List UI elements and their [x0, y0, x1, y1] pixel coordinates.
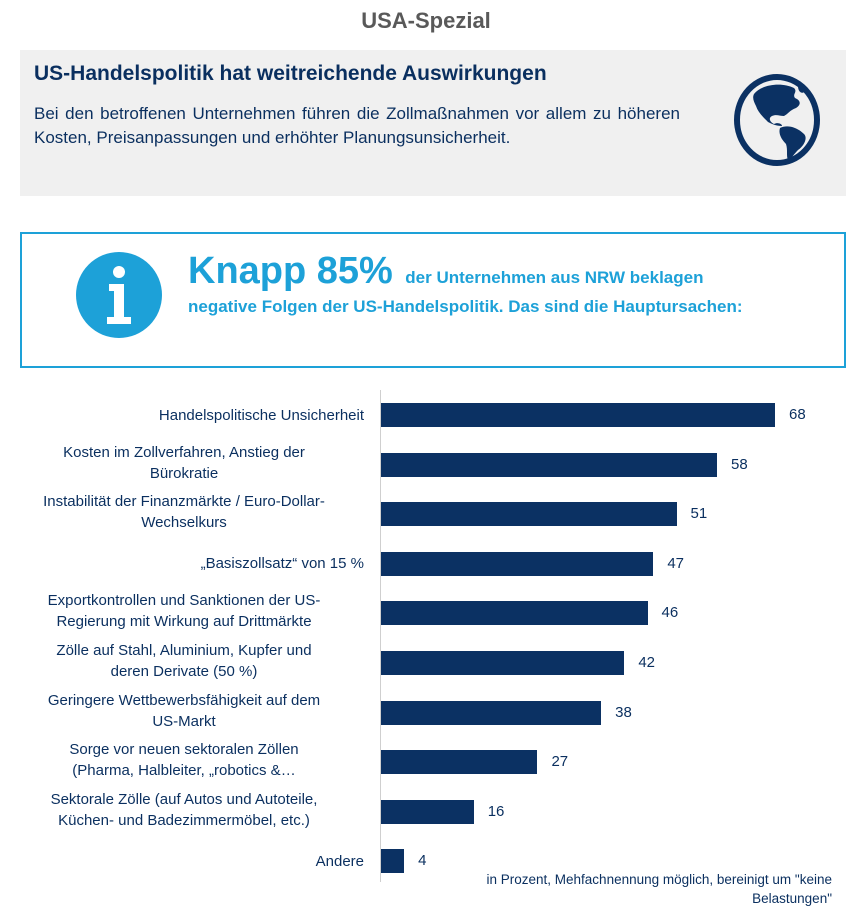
info-box: Knapp 85% der Unternehmen aus NRW beklag…	[20, 232, 846, 368]
bar	[381, 849, 405, 874]
category-label: Kosten im Zollverfahren, Anstieg der Büro…	[4, 442, 364, 484]
summary-heading: US-Handelspolitik hat weitreichende Ausw…	[34, 62, 547, 85]
category-label-line: US-Markt	[152, 712, 216, 730]
category-label: Exportkontrollen und Sanktionen der US- R…	[4, 590, 364, 632]
bar	[381, 551, 654, 576]
bar	[381, 700, 602, 725]
category-label-line: Kosten im Zollverfahren, Anstieg der	[63, 443, 305, 461]
category-label: Instabilität der Finanzmärkte / Euro-Dol…	[4, 491, 364, 533]
value-label: 47	[667, 554, 684, 572]
category-label-line: deren Derivate (50 %)	[110, 663, 258, 680]
category-label: Andere	[4, 851, 364, 872]
category-label-line: Instabilität der Finanzmärkte / Euro-Dol…	[43, 493, 325, 511]
value-label: 16	[487, 802, 505, 820]
category-label: Sorge vor neuen sektoralen Zöllen (Pharma…	[4, 739, 364, 781]
category-label-line: Bürokratie	[149, 464, 219, 482]
bar	[381, 651, 625, 675]
category-label-line: Wechselkurs	[141, 514, 227, 532]
bar	[381, 502, 677, 527]
category-label: Zölle auf Stahl, Aluminium, Kupfer und de…	[4, 640, 364, 682]
category-label-line: Handelspolitische Unsicherheit	[158, 406, 364, 424]
summary-box: US-Handelspolitik hat weitreichende Ausw…	[20, 50, 846, 196]
value-label: 38	[615, 703, 632, 721]
info-icon	[76, 252, 162, 338]
category-label-line: (Pharma, Halbleiter, „robotics &…	[72, 762, 296, 780]
category-label-line: Regierung mit Wirkung auf Drittmärkte	[56, 613, 312, 631]
value-label: 46	[661, 604, 679, 622]
category-label-line: Geringere Wettbewerbsfähigkeit auf dem	[47, 691, 321, 709]
category-label-line: Sorge vor neuen sektoralen Zöllen	[69, 741, 299, 759]
value-label: 68	[789, 406, 806, 423]
category-label: Sektorale Zölle (auf Autos und Autoteile…	[4, 789, 364, 831]
bar	[381, 750, 538, 775]
value-label: 42	[638, 654, 656, 671]
value-label: 4	[418, 852, 427, 870]
summary-text: Bei den betroffenen Unternehmen führen d…	[34, 104, 680, 147]
y-axis-line	[380, 390, 381, 882]
value-label: 51	[690, 505, 708, 523]
category-label: Geringere Wettbewerbsfähigkeit auf dem US…	[4, 690, 364, 732]
value-label: 58	[731, 455, 748, 473]
category-label-line: Küchen- und Badezimmermöbel, etc.)	[58, 811, 310, 829]
category-label: Handelspolitische Unsicherheit	[4, 405, 364, 426]
bar	[381, 601, 648, 626]
category-label-line: Sektorale Zölle (auf Autos und Autoteile…	[50, 790, 318, 808]
category-label: „Basiszollsatz“ von 15 %	[4, 553, 364, 574]
info-text-rest: negative Folgen der US-Handelspolitik. D…	[188, 297, 743, 316]
category-label-line: Andere	[315, 852, 364, 870]
bar	[381, 799, 474, 824]
bar-chart: 68 Handelspolitische Unsicherheit 58 Kosten…	[0, 390, 852, 915]
info-text: Knapp 85% der Unternehmen aus NRW beklag…	[188, 250, 808, 320]
info-text-inline: der Unternehmen aus NRW beklagen	[405, 268, 704, 287]
info-highlight: Knapp 85%	[188, 250, 393, 292]
value-label: 27	[551, 753, 569, 771]
category-label-line: Zölle auf Stahl, Aluminium, Kupfer und	[56, 642, 312, 659]
category-label-line: Exportkontrollen und Sanktionen der US-	[47, 592, 321, 610]
category-label-line: „Basiszollsatz“ von 15 %	[200, 555, 364, 573]
bar	[381, 452, 718, 477]
globe-icon	[734, 74, 820, 166]
page-title: USA-Spezial	[361, 8, 491, 33]
bar	[381, 403, 775, 427]
chart-footnote: in Prozent, Mehfachnennung möglich, bere…	[486, 872, 833, 906]
